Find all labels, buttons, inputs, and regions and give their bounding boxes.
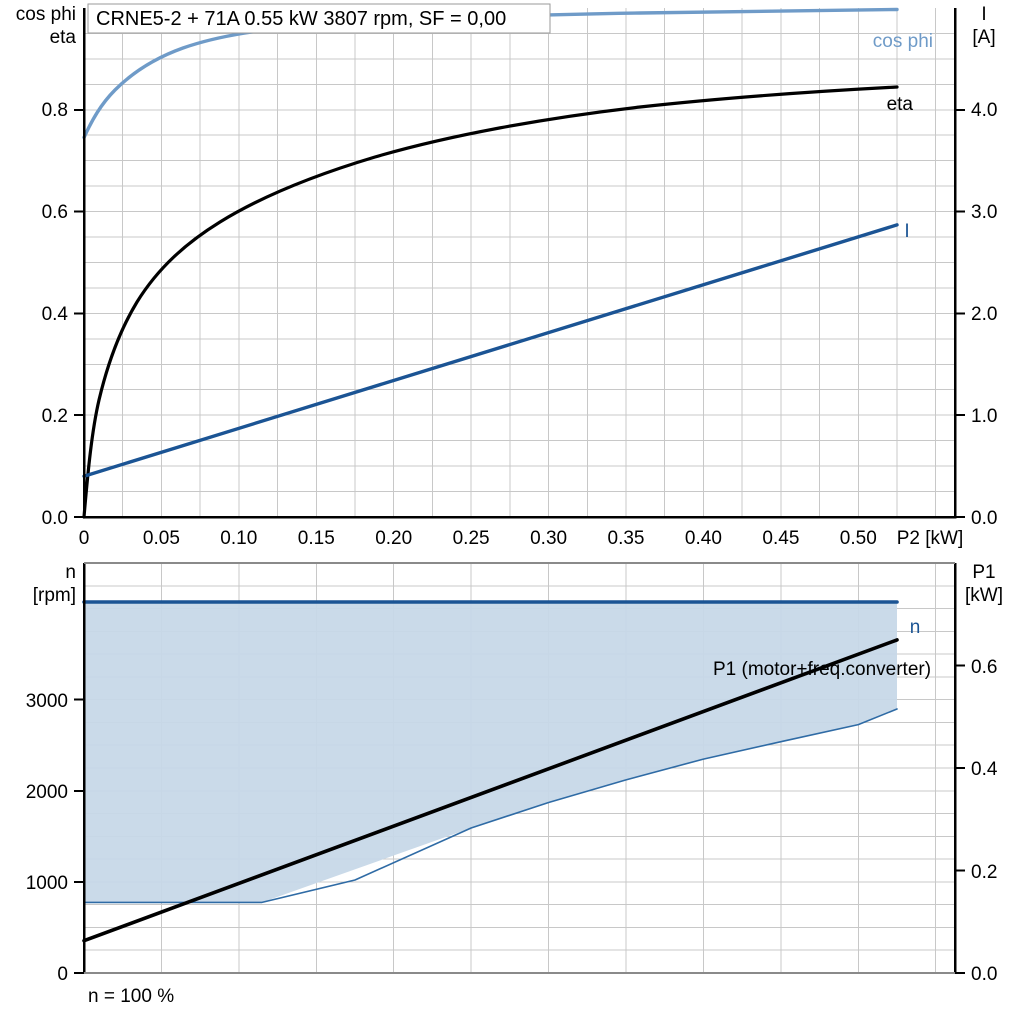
curve-label-p1: P1 (motor+freq.converter) — [713, 659, 931, 680]
top-left-tick-3: 0.6 — [42, 202, 68, 223]
top-left-ticks: 0.0 0.2 0.4 0.6 0.8 — [42, 100, 84, 529]
curve-label-current: I — [904, 221, 909, 242]
top-right-ticks: 0.0 1.0 2.0 3.0 4.0 — [955, 100, 997, 529]
top-x-tick-9: 0.45 — [762, 528, 799, 549]
curve-label-eta: eta — [887, 94, 914, 115]
top-horizontal-gridlines — [84, 32, 955, 492]
top-right-tick-4: 4.0 — [971, 100, 997, 121]
top-plot-frame — [82, 8, 957, 519]
top-left-tick-0: 0.0 — [42, 508, 68, 529]
top-x-tick-1: 0.05 — [143, 528, 180, 549]
top-x-tick-4: 0.20 — [375, 528, 412, 549]
curve-p1 — [82, 638, 899, 943]
chart-footnote: n = 100 % — [88, 986, 174, 1007]
speed-range-band — [84, 602, 897, 903]
curve-eta — [82, 85, 899, 519]
top-left-tick-1: 0.2 — [42, 406, 68, 427]
bottom-right-tick-2: 0.4 — [971, 759, 998, 780]
top-right-axis-label-line1: I — [981, 4, 986, 25]
top-x-tick-2: 0.10 — [220, 528, 257, 549]
top-right-axis-label-line2: [A] — [972, 27, 995, 48]
bottom-left-tick-3: 3000 — [26, 691, 68, 712]
top-right-tick-3: 3.0 — [971, 202, 997, 223]
bottom-right-axis-label-line2: [kW] — [965, 585, 1003, 606]
curve-label-speed-n: n — [910, 617, 921, 638]
bottom-left-ticks: 0 1000 2000 3000 — [26, 691, 84, 985]
bottom-chart: n [rpm] P1 [kW] 0 1000 2000 3000 0.0 — [26, 562, 1003, 1007]
top-right-tick-1: 1.0 — [971, 406, 997, 427]
top-x-tick-8: 0.40 — [685, 528, 722, 549]
top-left-axis-label-line2: eta — [50, 27, 77, 48]
bottom-right-tick-1: 0.2 — [971, 862, 997, 883]
top-right-tick-0: 0.0 — [971, 508, 997, 529]
top-right-tick-2: 2.0 — [971, 304, 997, 325]
top-x-tick-10: 0.50 — [840, 528, 877, 549]
curve-n-lower-bound — [83, 708, 898, 904]
curve-current — [82, 223, 899, 478]
bottom-left-tick-2: 2000 — [26, 782, 68, 803]
top-left-axis-label-line1: cos phi — [16, 4, 76, 25]
bottom-left-axis-label-line1: n — [65, 562, 76, 583]
bottom-left-tick-1: 1000 — [26, 873, 68, 894]
top-x-ticks: 0 0.05 0.10 0.15 0.20 0.25 0.30 0.35 0.4… — [79, 528, 964, 549]
bottom-right-tick-0: 0.0 — [971, 964, 997, 985]
top-left-tick-2: 0.4 — [42, 304, 69, 325]
top-x-tick-0: 0 — [79, 528, 90, 549]
curve-label-cos-phi: cos phi — [873, 31, 933, 52]
top-left-tick-4: 0.8 — [42, 100, 68, 121]
title-box: CRNE5-2 + 71A 0.55 kW 3807 rpm, SF = 0,0… — [87, 3, 551, 34]
bottom-right-ticks: 0.0 0.2 0.4 0.6 — [955, 657, 998, 985]
top-chart: CRNE5-2 + 71A 0.55 kW 3807 rpm, SF = 0,0… — [16, 3, 997, 549]
top-x-tick-6: 0.30 — [530, 528, 567, 549]
bottom-right-axis-label-line1: P1 — [972, 562, 995, 583]
bottom-right-tick-3: 0.6 — [971, 657, 997, 678]
bottom-left-tick-0: 0 — [57, 964, 68, 985]
chart-title: CRNE5-2 + 71A 0.55 kW 3807 rpm, SF = 0,0… — [96, 8, 506, 30]
top-x-tick-3: 0.15 — [298, 528, 335, 549]
top-x-tick-5: 0.25 — [453, 528, 490, 549]
top-x-tick-7: 0.35 — [608, 528, 645, 549]
top-x-axis-label: P2 [kW] — [897, 528, 964, 549]
bottom-left-axis-label-line2: [rpm] — [33, 585, 76, 606]
